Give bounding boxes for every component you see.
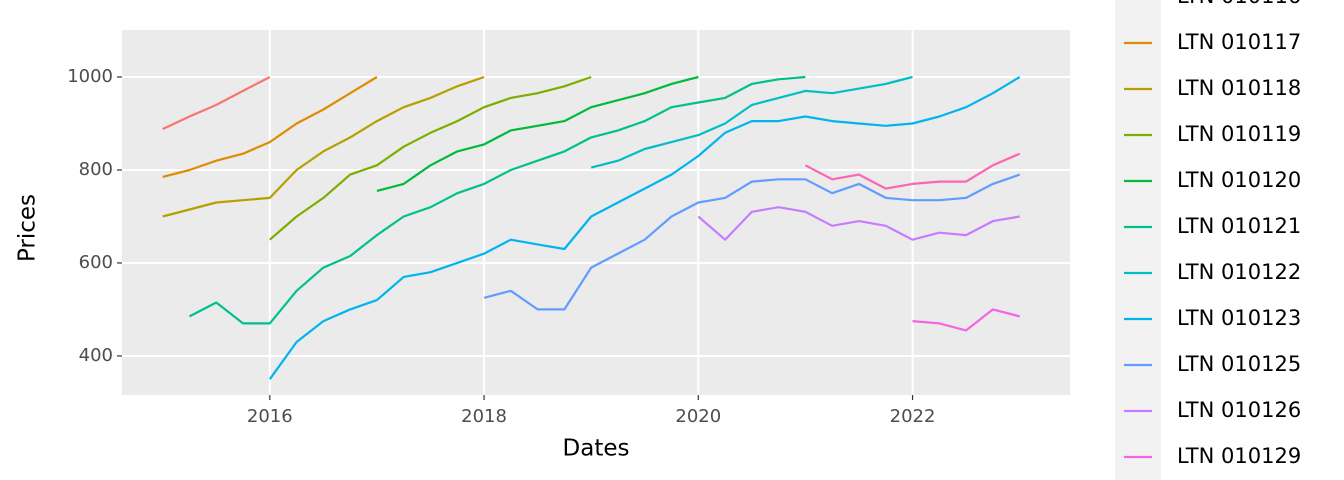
- y-tick-label: 1000: [67, 66, 113, 87]
- legend-label: LTN 010116: [1177, 0, 1301, 8]
- series-line: [590, 75, 913, 169]
- legend-label: LTN 010125: [1177, 352, 1301, 376]
- legend-key-strip: [1115, 0, 1161, 480]
- y-tick-label: 800: [79, 159, 113, 180]
- x-tick-label: 2022: [890, 406, 936, 427]
- series-line: [912, 308, 1020, 332]
- legend-label: LTN 010122: [1177, 260, 1301, 284]
- plot-panel: [122, 30, 1070, 395]
- series-line: [804, 152, 1021, 190]
- legend-label: LTN 010123: [1177, 306, 1301, 330]
- series-line: [376, 75, 699, 192]
- y-axis-title: Prices: [15, 194, 41, 262]
- x-axis-title: Dates: [563, 436, 630, 462]
- legend-label: LTN 010119: [1177, 122, 1301, 146]
- series-line: [269, 75, 592, 241]
- series-line: [483, 173, 1021, 311]
- legend-label: LTN 010121: [1177, 214, 1301, 238]
- x-tick-label: 2018: [461, 406, 507, 427]
- legend-label: LTN 010118: [1177, 76, 1301, 100]
- legend-label: LTN 010120: [1177, 168, 1301, 192]
- series-line: [162, 75, 485, 218]
- y-tick-label: 600: [79, 252, 113, 273]
- legend-label: LTN 010117: [1177, 30, 1301, 54]
- legend-label: LTN 010126: [1177, 398, 1301, 422]
- y-tick-label: 400: [79, 345, 113, 366]
- series-line: [162, 76, 378, 178]
- series-line: [162, 76, 271, 130]
- series-line: [697, 206, 1020, 241]
- legend-label: LTN 010129: [1177, 444, 1301, 468]
- x-tick-label: 2020: [675, 406, 721, 427]
- series-line: [268, 76, 1021, 380]
- series-line: [188, 75, 806, 325]
- x-tick-label: 2016: [247, 406, 293, 427]
